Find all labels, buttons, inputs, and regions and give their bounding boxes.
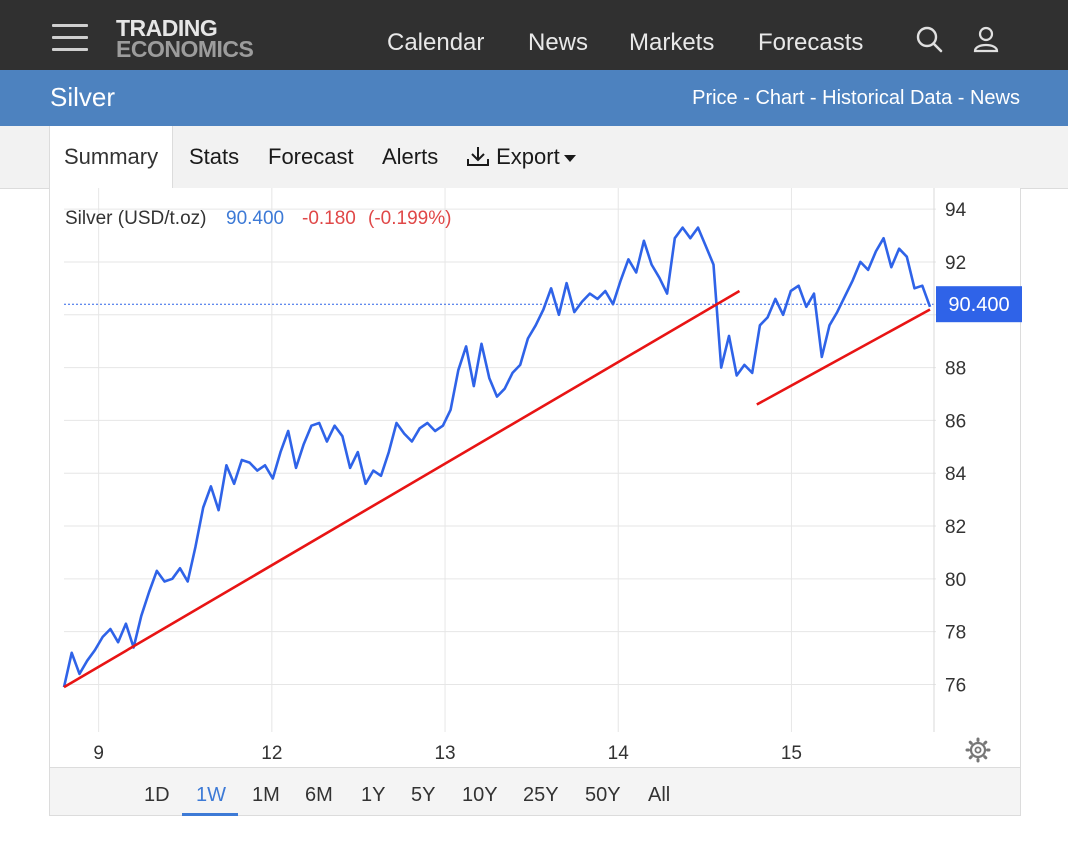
y-tick-label: 88 [945, 359, 966, 380]
nav-markets[interactable]: Markets [629, 29, 715, 56]
price-chart[interactable]: 76788082848688909294912131415 Silver (US… [50, 188, 1022, 768]
tab-export[interactable]: Export [466, 126, 576, 189]
separator: - [804, 87, 823, 109]
search-icon[interactable] [914, 24, 944, 54]
range-1m[interactable]: 1M [252, 784, 280, 806]
user-icon[interactable] [971, 24, 1001, 54]
range-1w[interactable]: 1W [196, 784, 226, 806]
logo-line2: ECONOMICS [116, 36, 254, 62]
nav-news[interactable]: News [528, 29, 589, 56]
logo-line1: TRADING [116, 15, 218, 41]
x-tick-label: 15 [781, 743, 802, 764]
link-chart[interactable]: Chart [755, 87, 805, 109]
tab-bar: Summary Stats Forecast Alerts Export [0, 126, 1068, 190]
chart-panel: 76788082848688909294912131415 Silver (US… [49, 188, 1022, 816]
link-historical-data[interactable]: Historical Data [822, 87, 953, 109]
title-bar: Silver Price - Chart - Historical Data -… [0, 70, 1068, 126]
top-navbar: TRADING ECONOMICS Calendar News Markets … [0, 0, 1068, 70]
y-tick-label: 92 [945, 253, 966, 274]
tab-alerts[interactable]: Alerts [382, 144, 439, 169]
grid [64, 188, 936, 732]
legend: Silver (USD/t.oz) 90.400 -0.180 (-0.199%… [65, 208, 451, 229]
y-tick-label: 94 [945, 200, 967, 221]
nav-forecasts[interactable]: Forecasts [758, 29, 864, 56]
tab-stats[interactable]: Stats [189, 144, 240, 169]
x-tick-label: 13 [434, 743, 455, 764]
series-line [62, 226, 932, 688]
range-10y[interactable]: 10Y [462, 784, 498, 806]
y-tick-label: 76 [945, 675, 966, 696]
range-50y[interactable]: 50Y [585, 784, 621, 806]
logo[interactable]: TRADING ECONOMICS [116, 15, 254, 62]
quote-change-pct: (-0.199%) [368, 208, 451, 229]
title-links: Price - Chart - Historical Data - News [692, 87, 1020, 110]
range-6m[interactable]: 6M [305, 784, 333, 806]
axes: 76788082848688909294912131415 [93, 188, 967, 764]
trendline [63, 289, 741, 689]
page-title: Silver [50, 82, 116, 112]
range-1y[interactable]: 1Y [361, 784, 386, 806]
range-selector: 1D 1W 1M 6M 1Y 5Y 10Y 25Y 50Y All [49, 767, 1021, 816]
x-tick-label: 9 [93, 743, 104, 764]
trendlines [63, 289, 931, 689]
y-tick-label: 86 [945, 411, 966, 432]
separator: - [737, 87, 756, 109]
x-tick-label: 12 [261, 743, 282, 764]
tab-forecast[interactable]: Forecast [268, 144, 354, 169]
y-tick-label: 78 [945, 623, 966, 644]
export-label: Export [496, 144, 560, 169]
range-all[interactable]: All [648, 784, 671, 806]
link-news[interactable]: News [969, 87, 1020, 109]
gear-icon[interactable] [965, 737, 991, 763]
download-icon [467, 147, 489, 166]
quote-change: -0.180 [302, 208, 356, 229]
last-price-label: 90.400 [948, 294, 1009, 316]
nav-calendar[interactable]: Calendar [387, 29, 485, 56]
quote-price: 90.400 [226, 208, 284, 229]
y-tick-label: 84 [945, 464, 967, 485]
last-price-tag: 90.400 [936, 286, 1022, 323]
range-25y[interactable]: 25Y [523, 784, 559, 806]
active-range-indicator [182, 813, 238, 816]
caret-down-icon [563, 154, 576, 162]
quote-label: Silver (USD/t.oz) [65, 208, 206, 229]
range-5y[interactable]: 5Y [411, 784, 436, 806]
range-1d[interactable]: 1D [144, 784, 170, 806]
menu-icon[interactable] [52, 24, 88, 52]
y-tick-label: 80 [945, 570, 966, 591]
tab-summary[interactable]: Summary [49, 126, 174, 190]
trendline [756, 308, 931, 406]
series-layer [62, 226, 934, 688]
y-tick-label: 82 [945, 517, 966, 538]
x-tick-label: 14 [608, 743, 630, 764]
link-price[interactable]: Price [692, 87, 738, 109]
separator: - [952, 87, 970, 109]
